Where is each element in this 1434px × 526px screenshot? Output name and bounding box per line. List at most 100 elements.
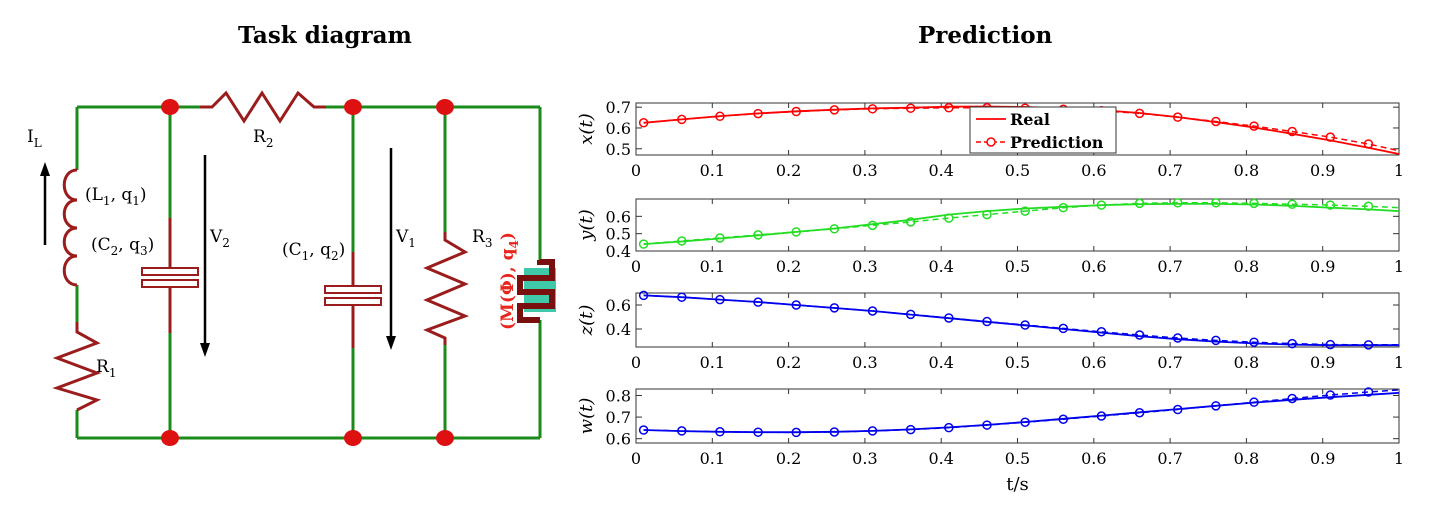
y-tick-label: 0.6 — [606, 207, 631, 226]
chart-panel-4: 0 0.1 0.2 0.3 0.4 0.5 0.6 0.7 0.8 0.9 1 0.6 0.7 0.8 w(… — [576, 386, 1404, 495]
prediction-marker — [715, 111, 725, 122]
prediction-marker — [1096, 200, 1107, 210]
prediction-marker — [867, 306, 878, 316]
label-memristor: (M(Φ), q4) — [498, 232, 521, 330]
x-tick-label: 0.4 — [928, 161, 953, 180]
x-tick-label: 0.1 — [700, 161, 725, 180]
x-tick-label: 0 — [631, 449, 641, 468]
prediction-marker — [1211, 198, 1221, 208]
label-inductor: (L1, q1) — [85, 185, 147, 208]
x-tick-label: 0.7 — [1157, 449, 1182, 468]
x-tick-label: 0.1 — [700, 353, 725, 372]
label-r2: R2 — [253, 127, 273, 150]
prediction-marker — [715, 233, 725, 243]
x-tick-label: 0.2 — [776, 353, 801, 372]
series-prediction — [643, 294, 1399, 346]
x-tick-label: 0.5 — [1005, 353, 1030, 372]
x-tick-label: 0 — [631, 353, 641, 372]
prediction-marker — [1211, 335, 1221, 346]
x-tick-label: 0.1 — [700, 449, 725, 468]
prediction-marker — [829, 427, 840, 437]
x-tick-label: 1 — [1394, 161, 1404, 180]
y-tick-label: 0.8 — [606, 386, 631, 405]
x-tick-label: 0.3 — [852, 449, 877, 468]
prediction-marker — [1249, 337, 1259, 347]
prediction-marker — [638, 239, 649, 249]
y-axis-label: w(t) — [576, 398, 597, 435]
prediction-marker — [791, 300, 801, 310]
x-tick-label: 0.5 — [1005, 161, 1030, 180]
label-c1: (C1, q2) — [282, 240, 345, 263]
y-tick-label: 0.5 — [606, 140, 631, 159]
prediction-marker — [829, 303, 840, 313]
current-arrow — [40, 162, 50, 245]
resistor-r2 — [200, 90, 326, 124]
x-tick-label: 0 — [631, 161, 641, 180]
circuit-diagram: IL (L1, q1) (C2, q3) (C1, q2) V2 V1 R2 R… — [27, 90, 556, 446]
prediction-marker — [944, 213, 954, 223]
legend-real-label: Real — [1010, 110, 1050, 129]
prediction-marker — [905, 424, 916, 435]
label-v1: V1 — [395, 227, 416, 250]
prediction-marker — [1020, 417, 1030, 428]
y-axis-label: x(t) — [576, 113, 597, 144]
x-tick-label: 0.9 — [1310, 257, 1335, 276]
x-tick-label: 1 — [1394, 449, 1404, 468]
circuit-nodes — [161, 99, 454, 446]
x-tick-label: 0.2 — [776, 449, 801, 468]
prediction-marker — [1020, 206, 1030, 216]
capacitor-c1 — [324, 252, 382, 348]
prediction-marker — [905, 103, 916, 113]
axes-box — [635, 388, 1400, 444]
x-tick-label: 0.6 — [1081, 161, 1106, 180]
label-r3: R3 — [472, 227, 492, 250]
prediction-marker — [905, 217, 916, 227]
x-axis-label: t/s — [1006, 474, 1029, 495]
prediction-marker — [1287, 393, 1297, 404]
prediction-marker — [1172, 404, 1183, 415]
prediction-marker — [1058, 323, 1069, 334]
prediction-marker — [982, 209, 992, 220]
prediction-marker — [715, 427, 725, 437]
x-tick-label: 0 — [631, 257, 641, 276]
capacitor-c2 — [141, 218, 199, 333]
memristor — [517, 259, 556, 323]
task-diagram-title: Task diagram — [238, 22, 412, 49]
prediction-charts: 0 0.1 0.2 0.3 0.4 0.5 0.6 0.7 0.8 0.9 10.50.60.7x(… — [576, 98, 1404, 495]
chart-panel-3: 0 0.1 0.2 0.3 0.4 0.5 0.6 0.7 0.8 0.9 1 0.4 0.6 z(t) — [576, 290, 1404, 372]
y-tick-label: 0.6 — [606, 119, 631, 138]
prediction-marker — [1249, 198, 1259, 209]
prediction-marker — [715, 294, 725, 305]
prediction-marker — [791, 106, 801, 117]
prediction-marker — [1325, 390, 1336, 400]
prediction-marker — [638, 118, 649, 128]
prediction-marker — [753, 297, 763, 307]
prediction-marker — [1211, 401, 1221, 411]
y-tick-label: 0.4 — [606, 320, 631, 339]
prediction-marker — [677, 292, 687, 302]
x-tick-label: 0.3 — [852, 257, 877, 276]
resistor-r3 — [423, 232, 470, 345]
resistor-r1 — [52, 322, 102, 412]
prediction-marker — [982, 316, 992, 327]
prediction-marker — [867, 104, 878, 114]
prediction-marker — [867, 426, 878, 436]
prediction-marker — [677, 236, 687, 246]
prediction-marker — [1325, 339, 1336, 350]
prediction-marker — [1325, 132, 1336, 142]
prediction-marker — [753, 108, 763, 119]
x-tick-label: 0.2 — [776, 257, 801, 276]
prediction-marker — [677, 426, 687, 436]
x-tick-label: 0.3 — [852, 161, 877, 180]
prediction-marker — [791, 227, 801, 237]
prediction-marker — [1287, 126, 1297, 137]
inductor-l1 — [62, 168, 78, 287]
prediction-marker — [1363, 387, 1374, 397]
prediction-marker — [1020, 320, 1030, 330]
x-tick-label: 0.8 — [1234, 449, 1259, 468]
x-tick-label: 0.2 — [776, 161, 801, 180]
prediction-marker — [638, 425, 649, 435]
prediction-marker — [1249, 397, 1259, 407]
x-tick-label: 1 — [1394, 353, 1404, 372]
